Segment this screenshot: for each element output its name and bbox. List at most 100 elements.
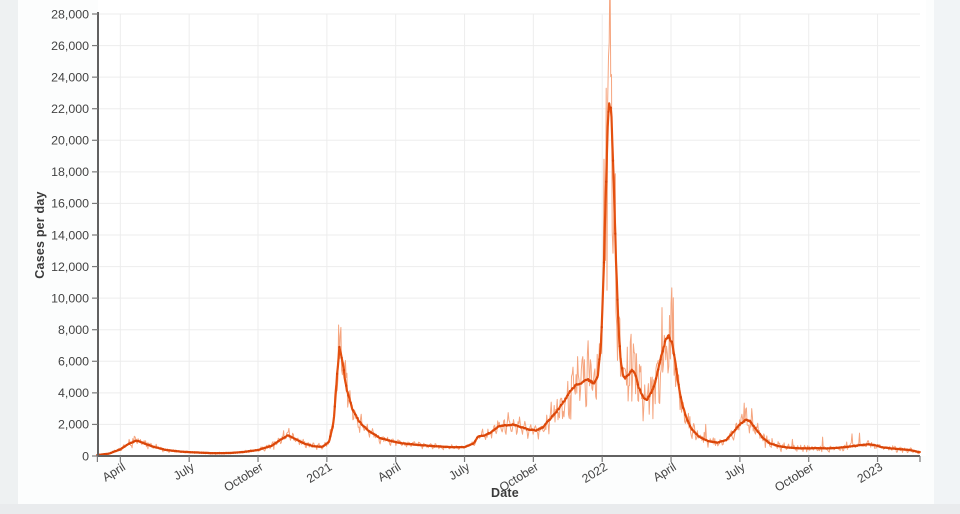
avg-marker-dot xyxy=(783,445,787,449)
avg-marker-dot xyxy=(268,445,271,448)
avg-marker-dot xyxy=(392,440,395,443)
avg-marker-dot xyxy=(311,444,314,447)
avg-marker-dot xyxy=(367,429,370,433)
avg-marker-dot xyxy=(243,450,246,454)
avg-marker-dot xyxy=(482,434,486,437)
avg-marker-dot xyxy=(252,449,255,452)
avg-marker-dot xyxy=(894,447,897,451)
avg-marker-dot xyxy=(505,424,508,427)
avg-marker-dot xyxy=(824,447,827,450)
avg-marker-dot xyxy=(351,409,355,412)
avg-marker-dot xyxy=(460,445,463,449)
avg-marker-dot xyxy=(211,451,214,455)
avg-marker-dot xyxy=(236,451,239,454)
y-tick-label: 0 xyxy=(82,449,89,463)
avg-marker-dot xyxy=(365,427,368,430)
avg-marker-dot xyxy=(345,384,348,387)
avg-marker-dot xyxy=(654,377,658,380)
avg-marker-dot xyxy=(433,445,436,448)
avg-marker-dot xyxy=(435,445,438,448)
avg-marker-dot xyxy=(659,358,662,361)
avg-marker-dot xyxy=(378,437,382,440)
avg-marker-dot xyxy=(867,443,870,446)
avg-marker-dot xyxy=(347,394,350,397)
avg-marker-dot xyxy=(177,450,180,453)
avg-marker-dot xyxy=(806,447,809,450)
avg-marker-dot xyxy=(657,368,660,371)
avg-marker-dot xyxy=(853,444,857,448)
avg-marker-dot xyxy=(566,394,569,397)
avg-marker-dot xyxy=(614,232,617,235)
avg-marker-dot xyxy=(892,447,895,450)
avg-marker-dot xyxy=(202,451,205,454)
avg-marker-dot xyxy=(661,350,664,353)
avg-marker-dot xyxy=(369,431,373,434)
avg-marker-dot xyxy=(804,447,807,450)
avg-marker-dot xyxy=(338,345,341,349)
avg-marker-dot xyxy=(155,446,158,449)
avg-marker-dot xyxy=(148,444,151,447)
avg-marker-dot xyxy=(912,449,915,453)
avg-marker-dot xyxy=(731,431,735,434)
avg-marker-dot xyxy=(112,450,115,454)
smoothed-average-markers xyxy=(96,106,920,457)
avg-marker-dot xyxy=(553,413,556,416)
avg-marker-dot xyxy=(331,425,334,428)
avg-marker-dot xyxy=(401,442,404,445)
avg-marker-dot xyxy=(164,448,167,451)
avg-marker-dot xyxy=(842,446,845,449)
avg-marker-dot xyxy=(118,448,122,451)
avg-marker-dot xyxy=(889,447,893,450)
avg-marker-dot xyxy=(738,423,741,426)
avg-marker-dot xyxy=(175,450,178,453)
avg-marker-dot xyxy=(356,416,359,420)
avg-marker-dot xyxy=(756,430,759,433)
avg-marker-dot xyxy=(387,439,391,442)
avg-marker-dot xyxy=(322,444,325,448)
avg-marker-dot xyxy=(754,427,757,430)
avg-marker-dot xyxy=(464,445,468,448)
avg-marker-dot xyxy=(191,451,194,454)
avg-marker-dot xyxy=(442,445,445,448)
x-tick-label: 2022 xyxy=(579,460,610,486)
avg-marker-dot xyxy=(209,451,212,455)
avg-marker-dot xyxy=(410,442,413,446)
avg-marker-dot xyxy=(132,440,135,443)
avg-marker-dot xyxy=(645,398,649,402)
avg-marker-dot xyxy=(779,445,782,448)
avg-marker-dot xyxy=(444,445,447,449)
avg-marker-dot xyxy=(650,391,653,394)
y-tick-label: 2,000 xyxy=(58,418,89,432)
avg-marker-dot xyxy=(652,385,655,388)
avg-marker-dot xyxy=(333,405,336,408)
avg-marker-dot xyxy=(810,447,814,450)
avg-marker-dot xyxy=(668,336,671,340)
avg-marker-dot xyxy=(476,436,479,439)
avg-marker-dot xyxy=(813,446,816,450)
avg-marker-dot xyxy=(837,446,841,449)
avg-marker-dot xyxy=(883,446,886,449)
avg-marker-dot xyxy=(629,370,633,373)
avg-marker-dot xyxy=(559,403,563,407)
avg-marker-dot xyxy=(688,424,692,427)
avg-marker-dot xyxy=(426,444,429,447)
avg-marker-dot xyxy=(831,446,834,450)
avg-marker-dot xyxy=(903,448,906,451)
avg-marker-dot xyxy=(555,410,558,414)
avg-marker-dot xyxy=(600,325,603,329)
avg-marker-dot xyxy=(557,407,560,411)
avg-marker-dot xyxy=(905,448,909,451)
avg-marker-dot xyxy=(186,450,190,454)
x-tick-label: April xyxy=(375,460,403,485)
avg-marker-dot xyxy=(532,428,535,432)
avg-marker-dot xyxy=(648,395,651,398)
avg-marker-dot xyxy=(383,437,386,441)
x-tick-label: April xyxy=(651,460,679,485)
avg-marker-dot xyxy=(761,436,764,439)
avg-marker-dot xyxy=(797,447,800,450)
avg-marker-dot xyxy=(127,442,131,445)
avg-marker-dot xyxy=(620,366,624,370)
avg-marker-dot xyxy=(704,438,707,442)
avg-marker-dot xyxy=(349,401,352,404)
avg-marker-dot xyxy=(774,444,777,447)
